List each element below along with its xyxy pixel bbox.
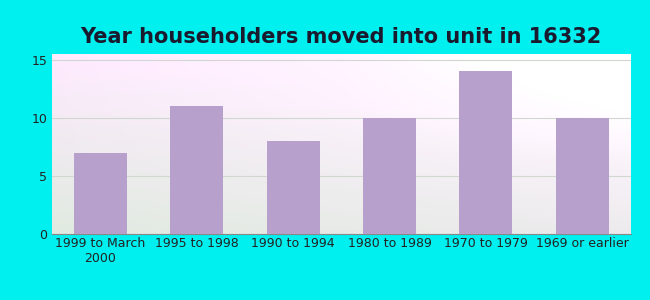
Bar [266,141,320,234]
Bar [73,153,127,234]
Bar [170,106,223,234]
Bar [363,118,416,234]
Bar [460,71,512,234]
Title: Year householders moved into unit in 16332: Year householders moved into unit in 163… [81,27,602,47]
Bar [556,118,609,234]
